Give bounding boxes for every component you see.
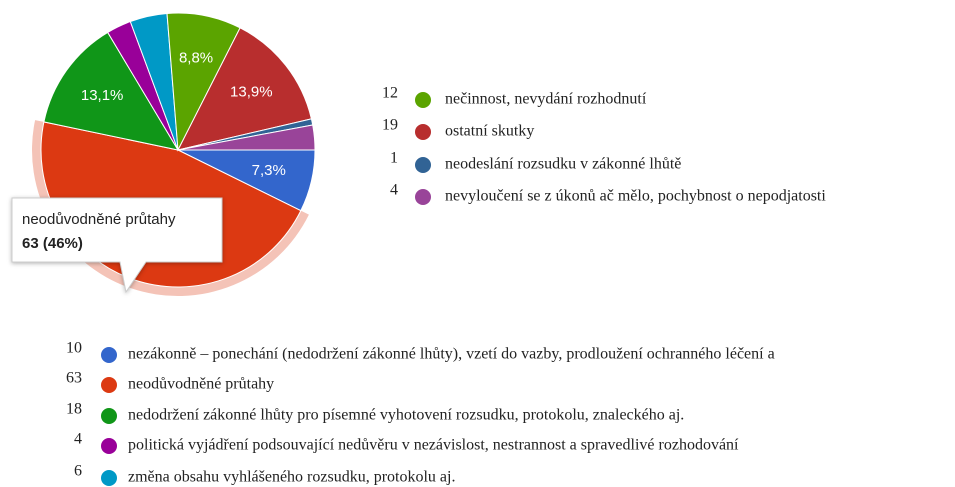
tooltip-box [11,197,223,294]
legend-label: ostatní skutky [445,123,534,140]
legend-count: 4 [390,182,398,199]
pie-slice [177,124,316,151]
legend-count: 12 [382,85,398,102]
legend: 10 nezákonně – ponechání (nedodržení záko… [66,85,826,486]
legend-dot [415,157,431,173]
slice-label: 13,1% [81,87,124,104]
pie-slice [177,27,313,151]
legend-count: 10 [66,340,82,357]
slice-label: 13,9% [230,83,273,100]
legend-dot [101,408,117,424]
slice-label: 7,3% [252,162,286,179]
pie-slice [43,31,180,151]
legend-dot [415,124,431,140]
tooltip-value: 63 (46%) [22,235,83,252]
legend-label: změna obsahu vyhlášeného rozsudku, proto… [128,469,455,486]
legend-dot [415,92,431,108]
legend-label: neodeslání rozsudku v zákonné lhůtě [445,156,681,173]
slice-label: 8,8% [179,50,213,67]
legend-dot [101,438,117,454]
legend-count: 18 [66,401,82,418]
legend-label: neodůvodněné průtahy [128,376,274,393]
legend-dot [101,377,117,393]
legend-dot [101,347,117,363]
legend-count: 1 [390,150,398,167]
legend-count: 19 [382,117,398,134]
legend-dot [415,189,431,205]
legend-label: nevyloučení se z úkonů ač mělo, pochybno… [445,188,826,205]
legend-count: 4 [74,431,82,448]
legend-label: politická vyjádření podsouvající nedůvěr… [128,437,739,454]
tooltip-name: neodůvodněné průtahy [22,211,176,228]
legend-count: 63 [66,370,82,387]
tooltip: neodůvodněné průtahy 63 (46%) [11,197,223,294]
legend-label: nedodržení zákonné lhůty pro písemné vyh… [128,407,684,424]
legend-label: nezákonně – ponechání (nedodržení zákonn… [128,346,775,363]
legend-dot [101,470,117,486]
legend-label: nečinnost, nevydání rozhodnutí [445,91,647,108]
legend-count: 6 [74,463,82,480]
